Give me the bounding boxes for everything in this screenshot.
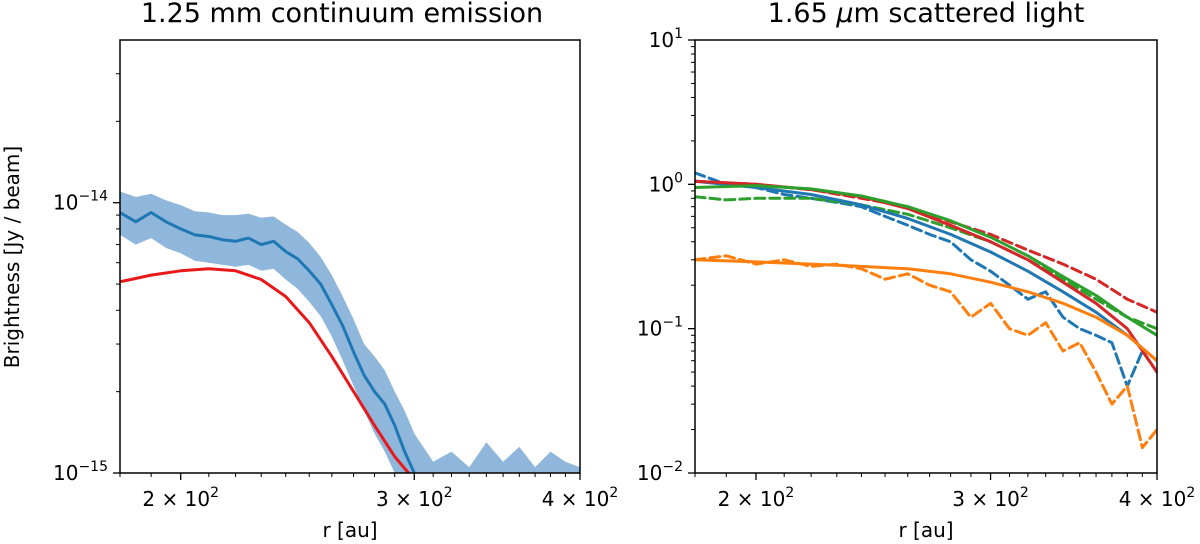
- scattered-series-3-line: [695, 254, 1157, 450]
- continuum-x-axis-label: r [au]: [322, 518, 377, 542]
- continuum-y-tick-label-0: 10−15: [53, 459, 108, 485]
- continuum-panel: 1.25 mm continuum emission 2 × 102 3 × 10…: [0, 0, 618, 542]
- scattered-y-tick-label-1: 10−1: [637, 315, 683, 341]
- continuum-uncertainty-band: [120, 191, 580, 473]
- scattered-series-4-line: [695, 179, 1157, 363]
- scattered-light-x-axis-label: r [au]: [898, 518, 953, 542]
- scattered-light-title-lead: 1.65: [768, 0, 837, 29]
- continuum-series-1-line: [120, 267, 410, 473]
- scattered-y-tick-label-3: 101: [649, 26, 683, 52]
- scattered-x-tick-label-1: 3 × 102: [952, 485, 1029, 511]
- scattered-series-6-line: [695, 184, 1157, 337]
- continuum-panel-title: 1.25 mm continuum emission: [141, 0, 543, 29]
- continuum-y-tick-label-1: 10−14: [53, 189, 108, 215]
- scattered-series-7-line: [695, 258, 1157, 363]
- continuum-series-0-line: [120, 211, 416, 473]
- scattered-light-title-mu: μ: [835, 0, 853, 29]
- scattered-series-0-line: [695, 171, 1157, 388]
- continuum-x-tick-label-0: 2 × 102: [142, 485, 219, 511]
- scattered-y-tick-label-0: 10−2: [637, 459, 683, 485]
- scattered-x-tick-label-2: 4 × 102: [1119, 485, 1196, 511]
- continuum-axes-frame: [119, 39, 581, 474]
- continuum-x-tick-label-1: 3 × 102: [376, 485, 453, 511]
- scattered-x-tick-label-0: 2 × 102: [718, 485, 795, 511]
- continuum-x-tick-label-2: 4 × 102: [542, 485, 619, 511]
- scattered-light-panel: 1.65 μm scattered light 2 × 102 3 × 102 4 …: [637, 0, 1195, 542]
- scattered-light-panel-title: 1.65 μm scattered light: [768, 0, 1085, 29]
- scattered-y-tick-label-2: 100: [649, 170, 683, 196]
- continuum-y-axis-label: Brightness [Jy / beam]: [0, 146, 24, 368]
- scattered-light-title-rest: m scattered light: [854, 0, 1085, 29]
- scattered-light-axes-frame: [694, 39, 1158, 474]
- scattered-series-2-line: [695, 195, 1157, 331]
